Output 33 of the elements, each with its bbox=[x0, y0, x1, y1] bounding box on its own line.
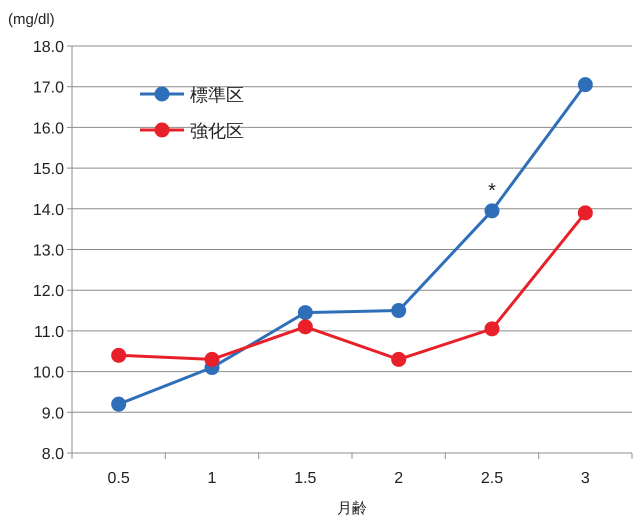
y-tick-label: 8.0 bbox=[42, 446, 64, 463]
point bbox=[484, 321, 500, 336]
legend-label: 強化区 bbox=[190, 121, 244, 141]
y-tick-label: 14.0 bbox=[32, 202, 64, 219]
point bbox=[391, 352, 406, 367]
y-axis-title: (mg/dl) bbox=[8, 11, 55, 28]
y-tick-label: 10.0 bbox=[32, 364, 64, 382]
x-tick-label: 3 bbox=[580, 470, 590, 487]
point bbox=[484, 203, 500, 218]
point bbox=[578, 205, 593, 220]
x-tick-label: 0.5 bbox=[108, 470, 130, 487]
point bbox=[391, 303, 406, 318]
point bbox=[204, 352, 220, 367]
point bbox=[298, 305, 313, 320]
y-tick-label: 12.0 bbox=[32, 283, 64, 300]
point bbox=[111, 396, 126, 412]
x-tick-label: 2.5 bbox=[480, 470, 504, 487]
y-tick-label: 9.0 bbox=[42, 405, 64, 422]
annotation: * bbox=[488, 180, 496, 202]
y-tick-label: 13.0 bbox=[32, 242, 64, 260]
y-tick-label: 17.0 bbox=[32, 80, 64, 97]
legend-label: 標準区 bbox=[190, 85, 244, 105]
point bbox=[578, 77, 593, 92]
y-tick-label: 11.0 bbox=[34, 324, 64, 341]
x-axis-title: 月齢 bbox=[337, 500, 367, 517]
y-tick-label: 15.0 bbox=[32, 161, 64, 178]
point bbox=[298, 319, 313, 334]
x-tick-label: 1 bbox=[208, 470, 217, 487]
point bbox=[111, 348, 126, 363]
x-tick-label: 2 bbox=[394, 470, 404, 487]
y-tick-label: 16.0 bbox=[32, 120, 64, 138]
y-tick-label: 18.0 bbox=[32, 39, 64, 56]
x-tick-label: 1.5 bbox=[294, 470, 317, 487]
